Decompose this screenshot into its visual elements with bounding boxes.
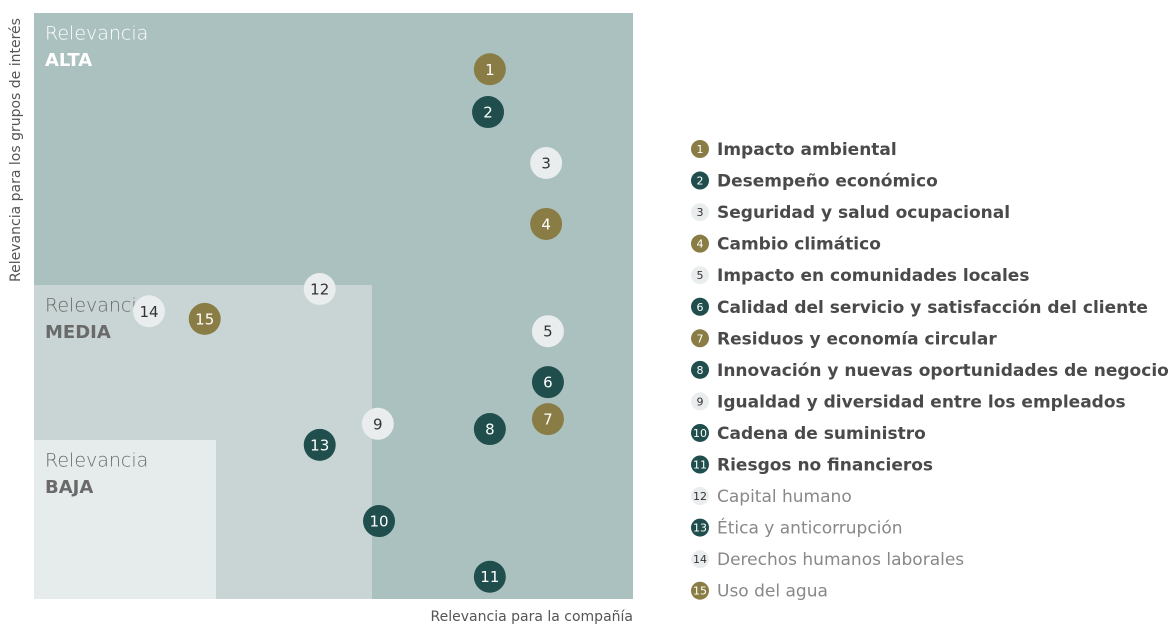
legend-number: 1 xyxy=(697,143,704,156)
point-label: 14 xyxy=(139,303,158,321)
zone-title: Relevancia xyxy=(45,295,148,317)
legend-number: 10 xyxy=(693,427,707,440)
point xyxy=(531,366,564,399)
zone-title: Relevancia xyxy=(45,450,148,472)
legend-number: 13 xyxy=(693,522,707,535)
zone-title: Relevancia xyxy=(45,23,148,45)
point-label: 12 xyxy=(310,281,329,299)
point-label: 4 xyxy=(541,215,551,233)
point xyxy=(530,207,563,240)
legend-label: Impacto ambiental xyxy=(717,140,897,160)
point xyxy=(473,560,506,593)
legend-number: 7 xyxy=(697,332,704,345)
legend-label: Capital humano xyxy=(717,487,852,507)
point xyxy=(472,96,505,129)
legend-number: 9 xyxy=(697,395,704,408)
legend-marker xyxy=(691,266,709,285)
legend-label: Cadena de suministro xyxy=(717,424,926,444)
legend-number: 15 xyxy=(693,585,707,598)
point-label: 1 xyxy=(485,61,495,79)
legend-number: 14 xyxy=(693,553,707,566)
legend-label: Seguridad y salud ocupacional xyxy=(717,203,1010,223)
legend-number: 5 xyxy=(697,269,704,282)
point-label: 6 xyxy=(543,374,553,392)
point xyxy=(530,147,563,180)
point-label: 5 xyxy=(543,323,553,341)
point xyxy=(303,273,336,306)
relevance-zone xyxy=(34,440,216,599)
legend-number: 8 xyxy=(697,364,704,377)
legend-label: Riesgos no financieros xyxy=(717,456,933,476)
legend-label: Cambio climático xyxy=(717,235,881,255)
point xyxy=(361,407,394,440)
legend-label: Ética y anticorrupción xyxy=(717,517,903,539)
legend-marker xyxy=(691,329,709,348)
point-label: 9 xyxy=(373,415,383,433)
legend-marker xyxy=(691,140,709,158)
legend-marker xyxy=(691,423,709,442)
point-label: 11 xyxy=(480,568,499,586)
legend-label: Uso del agua xyxy=(717,582,828,602)
point-label: 8 xyxy=(485,421,495,439)
legend-marker xyxy=(691,487,709,506)
legend-marker xyxy=(691,550,709,569)
point xyxy=(303,428,336,461)
point xyxy=(133,295,166,328)
legend-marker xyxy=(691,360,709,379)
point-label: 7 xyxy=(543,411,553,429)
legend-number: 4 xyxy=(697,238,704,251)
legend-marker xyxy=(691,171,709,190)
point-label: 13 xyxy=(310,436,329,454)
legend-number: 2 xyxy=(697,175,704,188)
legend-marker xyxy=(691,234,709,253)
point xyxy=(473,413,506,446)
legend-number: 6 xyxy=(697,301,704,314)
y-axis-label: Relevancia para los grupos de interés xyxy=(8,18,24,282)
point-label: 10 xyxy=(369,513,388,531)
legend-number: 11 xyxy=(693,459,707,472)
zone-level: MEDIA xyxy=(45,322,111,343)
legend-label: Desempeño económico xyxy=(717,172,938,192)
plot: Relevancia ALTA Relevancia MEDIA Relevancia B… xyxy=(34,13,1169,602)
point xyxy=(531,403,564,436)
point xyxy=(531,315,564,348)
legend-marker xyxy=(691,455,709,474)
zone-level: ALTA xyxy=(45,50,92,71)
legend-label: Derechos humanos laborales xyxy=(717,550,964,570)
point-label: 15 xyxy=(195,310,214,328)
legend-label: Calidad del servicio y satisfacción del … xyxy=(717,298,1148,318)
legend-marker xyxy=(691,392,709,411)
point-label: 2 xyxy=(483,104,493,122)
legend-number: 3 xyxy=(697,206,704,219)
legend-label: Residuos y economía circular xyxy=(717,329,997,349)
point xyxy=(363,505,396,538)
point-label: 3 xyxy=(541,155,551,173)
legend-number: 12 xyxy=(693,490,707,503)
legend-label: Innovación y nuevas oportunidades de neg… xyxy=(717,361,1169,381)
point xyxy=(473,53,506,86)
x-axis-label: Relevancia para la compañía xyxy=(431,609,633,625)
zone-level: BAJA xyxy=(45,477,93,498)
legend-marker xyxy=(691,581,709,600)
legend-marker xyxy=(691,518,709,537)
legend-label: Impacto en comunidades locales xyxy=(717,266,1029,286)
legend-label: Igualdad y diversidad entre los empleado… xyxy=(717,392,1126,412)
point xyxy=(188,302,221,335)
legend-marker xyxy=(691,203,709,222)
legend-marker xyxy=(691,297,709,316)
